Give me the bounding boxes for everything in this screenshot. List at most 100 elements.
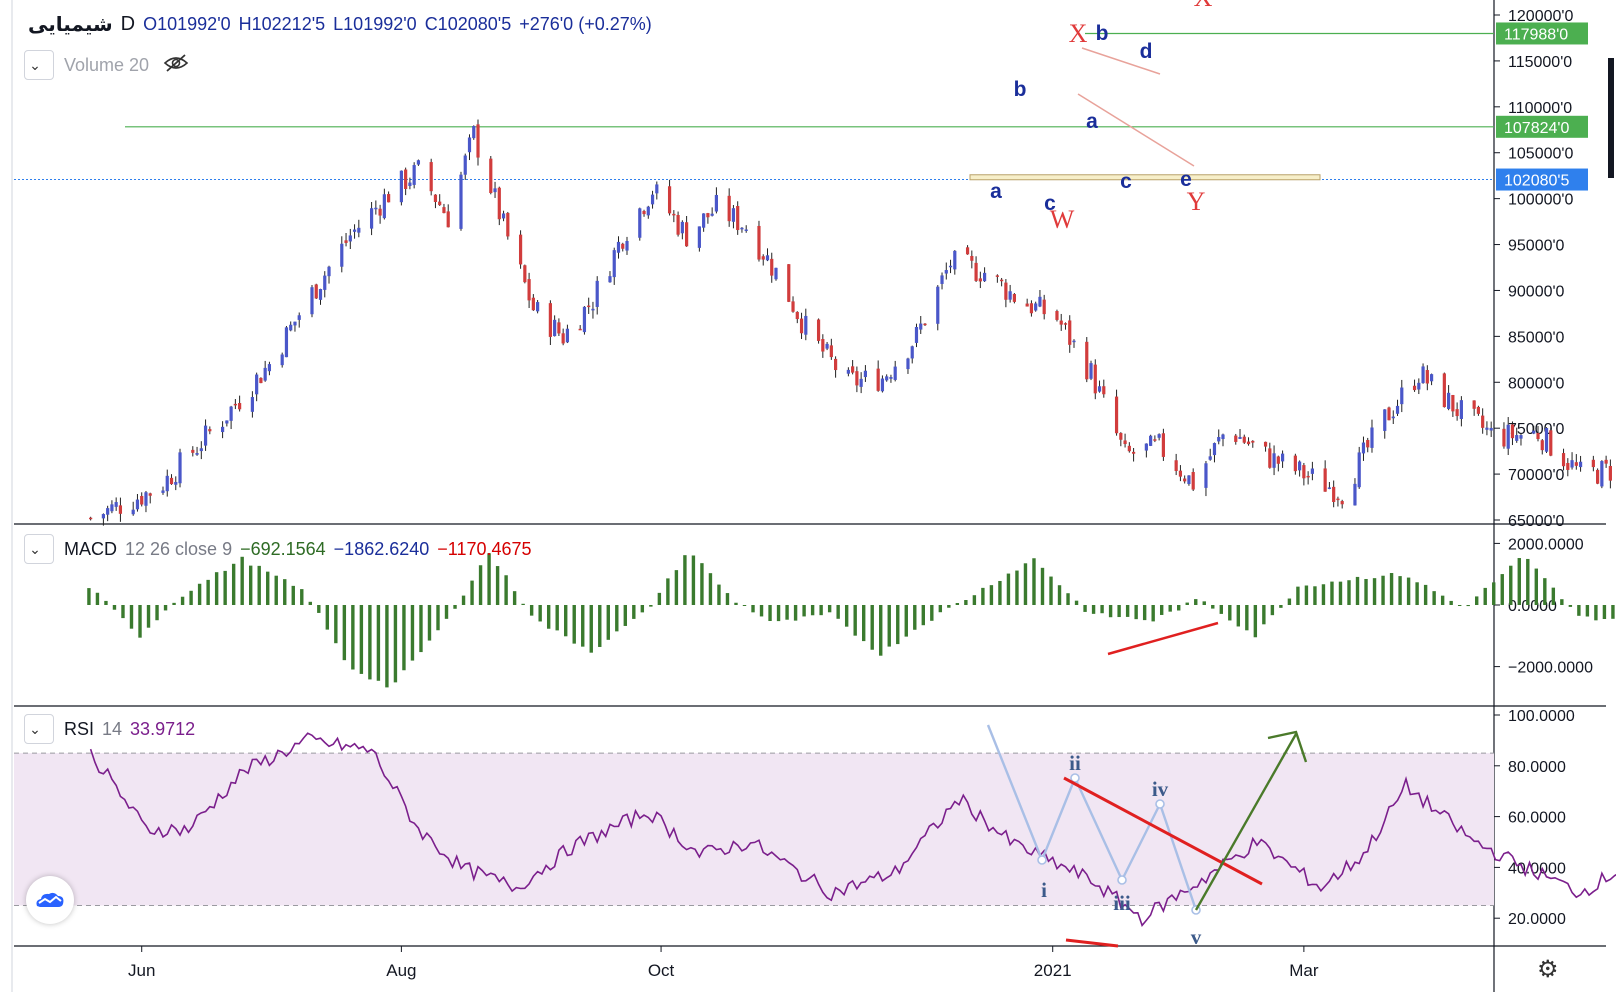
macd-hist-bar: [410, 605, 415, 661]
macd-hist-bar: [1304, 585, 1309, 605]
candle-body: [965, 247, 970, 255]
macd-hist-bar: [342, 605, 347, 661]
macd-hist-bar: [1415, 582, 1419, 605]
macd-hist-bar: [674, 570, 679, 605]
macd-hist-bar: [112, 605, 117, 610]
macd-hist-bar: [657, 592, 662, 605]
candle-body: [1391, 416, 1395, 419]
candle-body: [876, 368, 880, 391]
macd-hist-bar: [1228, 605, 1232, 621]
candle-body: [527, 279, 531, 301]
macd-hist-bar: [1398, 576, 1402, 605]
candle-body: [710, 213, 714, 216]
macd-hist-bar: [1177, 605, 1181, 611]
candle-body: [1221, 434, 1225, 440]
macd-hist-bar: [581, 605, 585, 647]
collapse-volume-button[interactable]: ⌄: [24, 50, 54, 80]
candle-body: [340, 243, 344, 267]
candle-body: [1442, 373, 1446, 408]
y-tick-label: 105000'0: [1508, 146, 1573, 163]
candle-body: [225, 420, 229, 424]
wave-label-blue: c: [1120, 170, 1132, 193]
macd-hist-bar: [606, 605, 610, 640]
candle-body: [638, 208, 642, 238]
macd-hist-bar: [121, 605, 125, 619]
candle-body: [791, 301, 795, 312]
symbol-name[interactable]: شیمیایی: [28, 14, 113, 36]
rsi-legend: ⌄ RSI 14 33.9712: [24, 714, 203, 744]
macd-hist-bar: [1125, 605, 1130, 617]
candle-body: [1383, 409, 1387, 431]
candle-body: [1459, 400, 1463, 419]
candle-body: [1000, 279, 1004, 282]
macd-hist-bar: [223, 570, 227, 605]
candle-body: [408, 182, 412, 186]
macd-hist-bar: [572, 605, 576, 644]
macd-hist-bar: [1500, 574, 1504, 605]
candle-body: [357, 227, 361, 233]
candle-body: [1119, 432, 1123, 440]
candle-body: [433, 194, 438, 202]
candle-body: [1127, 445, 1131, 452]
macd-hist-bar: [402, 605, 406, 671]
candle-body: [1447, 392, 1451, 409]
macd-hist-bar: [1151, 605, 1155, 622]
gear-icon[interactable]: ⚙: [1537, 956, 1559, 983]
volume-legend: ⌄ Volume 20: [24, 50, 197, 80]
candle-body: [893, 366, 897, 380]
eye-off-icon[interactable]: [163, 53, 189, 78]
candle-body: [161, 490, 165, 493]
candle-body: [195, 453, 199, 455]
tradingview-logo-button[interactable]: [26, 876, 74, 924]
x-tick-label: Aug: [386, 961, 416, 980]
candle-body: [89, 517, 93, 520]
macd-hist-bar: [138, 605, 142, 638]
wave-label-red: W: [1050, 205, 1075, 234]
macd-hist-value: −692.1564: [240, 538, 326, 559]
macd-hist-bar: [87, 588, 91, 605]
candle-body: [889, 377, 893, 379]
candle-body: [557, 322, 561, 334]
candle-body: [804, 315, 808, 335]
candle-body: [825, 343, 829, 349]
macd-hist-bar: [1185, 602, 1189, 605]
candle-body: [1272, 453, 1276, 468]
candle-body: [263, 367, 267, 381]
macd-hist-bar: [274, 575, 278, 605]
candle-body: [774, 267, 778, 280]
candle-body: [280, 354, 284, 366]
candle-body: [1055, 311, 1059, 320]
interval-label[interactable]: D: [120, 13, 136, 35]
candle-body: [650, 194, 655, 205]
macd-hist-bar: [487, 553, 491, 605]
candle-body: [289, 324, 293, 331]
arrow-head: [1267, 730, 1308, 763]
macd-hist-bar: [189, 590, 193, 605]
collapse-rsi-button[interactable]: ⌄: [24, 714, 54, 744]
macd-hist-bar: [1159, 605, 1164, 615]
candle-body: [578, 328, 582, 331]
candle-body: [561, 333, 565, 344]
macd-hist-bar: [1083, 605, 1087, 612]
macd-hist-bar: [283, 579, 287, 605]
candle-body: [1063, 323, 1068, 325]
price-tag: [1496, 22, 1588, 45]
candle-body: [344, 240, 348, 243]
volume-label: Volume 20: [64, 54, 150, 75]
y-tick-label: 100.0000: [1508, 708, 1575, 725]
ohlc-high: H102212'5: [238, 14, 326, 34]
y-tick-label: 110000'0: [1508, 100, 1572, 117]
candle-body: [1370, 427, 1374, 448]
collapse-macd-button[interactable]: ⌄: [24, 534, 54, 564]
macd-value: −1862.6240: [333, 538, 430, 559]
wave-label-red: X: [1069, 19, 1088, 48]
candle-body: [923, 323, 927, 326]
candle-body: [1600, 461, 1604, 487]
candle-body: [655, 184, 659, 194]
candle-body: [1025, 303, 1029, 307]
candle-body: [1429, 374, 1434, 382]
candle-body: [318, 288, 323, 300]
wave-node: [1155, 799, 1165, 809]
